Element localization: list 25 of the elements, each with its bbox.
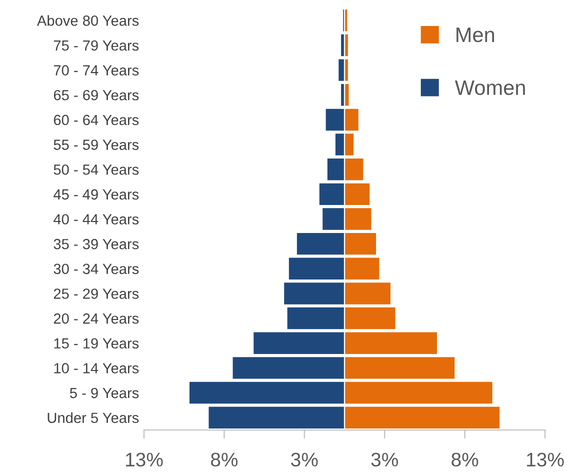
- y-tick-label: 65 - 69 Years: [54, 90, 139, 100]
- y-tick-label: 45 - 49 Years: [54, 189, 139, 200]
- x-tick-label: 13%: [527, 452, 564, 467]
- y-tick-label: 5 - 9 Years: [70, 388, 139, 398]
- x-tick-label: 8%: [452, 452, 478, 467]
- y-tick-label: Under 5 Years: [48, 412, 139, 424]
- y-tick-label: 10 - 14 Years: [54, 363, 139, 374]
- x-tick-label: 8%: [210, 452, 238, 467]
- x-tick-label: 3%: [371, 452, 398, 467]
- legend-label: Men: [456, 28, 494, 42]
- y-tick-label: 15 - 19 Years: [54, 338, 139, 349]
- y-tick-label: 75 - 79 Years: [54, 40, 139, 51]
- y-tick-label: 50 - 54 Years: [54, 164, 139, 175]
- x-tick-label: 3%: [291, 452, 318, 467]
- x-tick-label: 13%: [126, 452, 163, 467]
- y-tick-label: Above 80 Years: [36, 15, 139, 26]
- y-tick-label: 20 - 24 Years: [54, 313, 139, 324]
- y-tick-label: 25 - 29 Years: [54, 288, 139, 299]
- y-tick-label: 55 - 59 Years: [54, 140, 139, 150]
- legend-label: Women: [454, 80, 525, 96]
- y-tick-label: 60 - 64 Years: [54, 114, 139, 126]
- y-tick-label: 30 - 34 Years: [54, 264, 139, 274]
- y-tick-label: 40 - 44 Years: [54, 214, 139, 224]
- y-tick-label: 35 - 39 Years: [54, 238, 139, 250]
- y-tick-label: 70 - 74 Years: [54, 65, 139, 76]
